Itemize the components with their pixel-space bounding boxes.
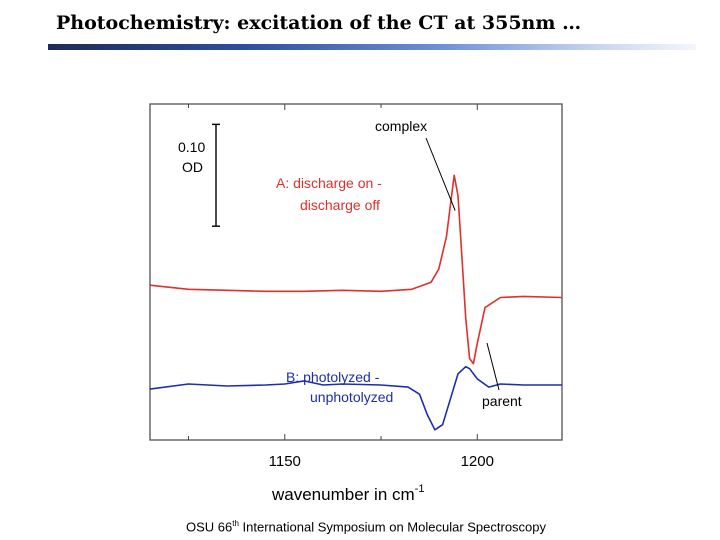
annotation-complex-pointer — [425, 137, 456, 211]
x-tick-label-1150: 1150 — [269, 453, 301, 470]
annotation-parent: parent — [482, 393, 522, 409]
annotation-parent-pointer — [486, 342, 500, 391]
annotation-complex: complex — [375, 118, 427, 134]
series-a-label-line2: discharge off — [300, 197, 380, 213]
series-b-label-line2: unphotolyzed — [310, 389, 393, 405]
title-underline-bar — [48, 44, 696, 50]
x-tick-label-1200: 1200 — [461, 453, 494, 470]
footer-text: OSU 66th International Symposium on Mole… — [186, 519, 547, 535]
series-a-line — [149, 174, 563, 365]
scale-bar-label-value: 0.10 — [178, 139, 205, 155]
slide-title: Photochemistry: excitation of the CT at … — [56, 12, 582, 34]
x-axis-label: wavenumber in cm-1 — [271, 483, 424, 504]
plot-frame — [149, 103, 563, 441]
series-a-label-line1: A: discharge on - — [276, 175, 382, 191]
series-b-label-line1: B: photolyzed - — [286, 369, 380, 385]
series-b-line — [149, 365, 562, 431]
scale-bar-label-unit: OD — [182, 159, 203, 175]
